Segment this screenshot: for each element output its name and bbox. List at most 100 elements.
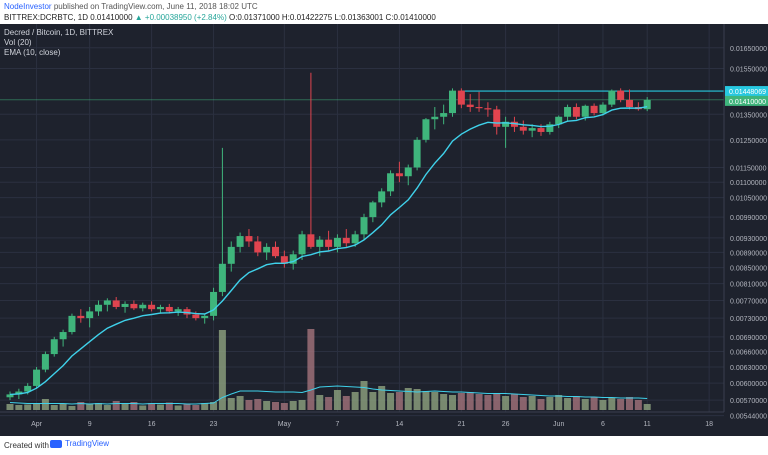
volume-bar [50, 405, 58, 410]
candle-body [395, 173, 403, 177]
candle-body [626, 99, 633, 108]
candle-body [254, 241, 262, 253]
candle-body [86, 311, 94, 319]
time-tick-label: 26 [502, 421, 510, 428]
price-tick-label: 0.01650000 [730, 46, 767, 53]
volume-bar [68, 406, 76, 410]
candle-body [50, 339, 58, 355]
candle-body [590, 105, 598, 114]
author-link[interactable]: NodeInvestor [4, 2, 52, 11]
candle-body [6, 394, 14, 398]
candle-body [298, 234, 306, 255]
candle-body [112, 300, 120, 307]
volume-bar [112, 401, 120, 410]
time-tick-label: 14 [396, 421, 404, 428]
volume-bar [378, 386, 386, 410]
candle-body [307, 234, 315, 247]
candle-body [174, 309, 182, 312]
candle-body [210, 291, 218, 316]
volume-bar [201, 403, 209, 410]
volume-bar [493, 393, 501, 410]
volume-bar [342, 396, 350, 410]
price-tick-label: 0.00730000 [730, 316, 767, 323]
volume-bar [608, 398, 616, 410]
volume-bar [245, 400, 253, 410]
candle-body [325, 239, 333, 247]
volume-bar [404, 388, 412, 410]
volume-bar [15, 405, 23, 410]
volume-bar [272, 402, 279, 410]
price-tick-label: 0.00660000 [730, 350, 767, 357]
candle-body [95, 304, 102, 312]
candle-body [272, 246, 279, 257]
volume-bar [41, 399, 49, 410]
candle-body [422, 119, 430, 140]
volume-bar [519, 397, 527, 410]
candle-body [440, 113, 448, 117]
price-tick-label: 0.01550000 [730, 67, 767, 74]
time-tick-label: 7 [335, 421, 339, 428]
volume-bar [263, 401, 271, 410]
chart-area[interactable]: 0.01650000 0.01550000 0.01350000 0.01250000… [0, 24, 768, 436]
candle-body [289, 254, 297, 264]
price-tick-label: 0.01100000 [730, 180, 767, 187]
candle-body [33, 369, 41, 386]
candle-body [351, 234, 359, 244]
volume-bar [227, 398, 235, 410]
price-tick-label: 0.00630000 [730, 365, 767, 372]
candle-body [227, 246, 235, 264]
price-tick-label: 0.00810000 [730, 282, 767, 289]
volume-bar [599, 400, 607, 410]
legend-title: Decred / Bitcoin, 1D, BITTREX [4, 28, 114, 37]
volume-bar [183, 404, 191, 410]
volume-bar [103, 405, 111, 410]
candle-body [68, 315, 76, 333]
candle-body [502, 121, 510, 127]
price-tick-label: 0.01050000 [730, 196, 767, 203]
candlestick-chart[interactable]: 0.01650000 0.01550000 0.01350000 0.01250000… [0, 24, 768, 436]
symbol-label: BITTREX:DCRBTC, 1D [4, 13, 89, 22]
volume-bar [413, 389, 421, 410]
time-tick-label: May [278, 421, 292, 428]
candle-body [103, 300, 111, 305]
candle-body [537, 128, 545, 132]
candle-body [165, 306, 173, 312]
volume-bar [626, 397, 633, 410]
tradingview-icon [50, 439, 62, 448]
volume-bar [510, 394, 518, 410]
volume-bar [643, 404, 651, 410]
volume-bar [139, 405, 147, 410]
price-axis: 0.01650000 0.01550000 0.01350000 0.01250000… [730, 46, 767, 421]
volume-bar [617, 399, 625, 410]
volume-bar [218, 330, 226, 410]
price-tick-label: 0.00890000 [730, 250, 767, 257]
price-tick-label: 0.00600000 [730, 381, 767, 388]
time-tick-label: 6 [601, 421, 605, 428]
volume-bar [387, 393, 395, 410]
candle-body [369, 202, 377, 218]
candle-body [59, 332, 67, 340]
publish-info: published on TradingView.com, June 11, 2… [51, 2, 258, 11]
publish-line: NodeInvestor published on TradingView.co… [4, 2, 258, 11]
chart-footer: Created with TradingView [0, 436, 768, 455]
legend-vol: Vol (20) [4, 38, 32, 47]
legend-ema: EMA (10, close) [4, 48, 61, 57]
volume-bar [307, 329, 315, 410]
tradingview-logo[interactable]: TradingView [50, 439, 109, 448]
volume-bar [59, 403, 67, 410]
candle-body [130, 303, 138, 309]
volume-bar [369, 392, 377, 410]
candle-body [572, 107, 580, 117]
volume-bar [546, 397, 554, 410]
time-tick-label: Jun [553, 421, 564, 428]
candle-body [404, 167, 412, 177]
candle-body [280, 256, 288, 264]
chart-header: NodeInvestor published on TradingView.co… [0, 0, 768, 24]
volume-bar [422, 391, 430, 410]
volume-bar [466, 392, 474, 410]
price-tick-label: 0.00690000 [730, 335, 767, 342]
volume-bar [484, 395, 492, 410]
ohlc-line: BITTREX:DCRBTC, 1D 0.01410000 ▲ +0.00038… [4, 13, 436, 22]
candle-body [263, 246, 271, 253]
price-tick-label: 0.00990000 [730, 215, 767, 222]
